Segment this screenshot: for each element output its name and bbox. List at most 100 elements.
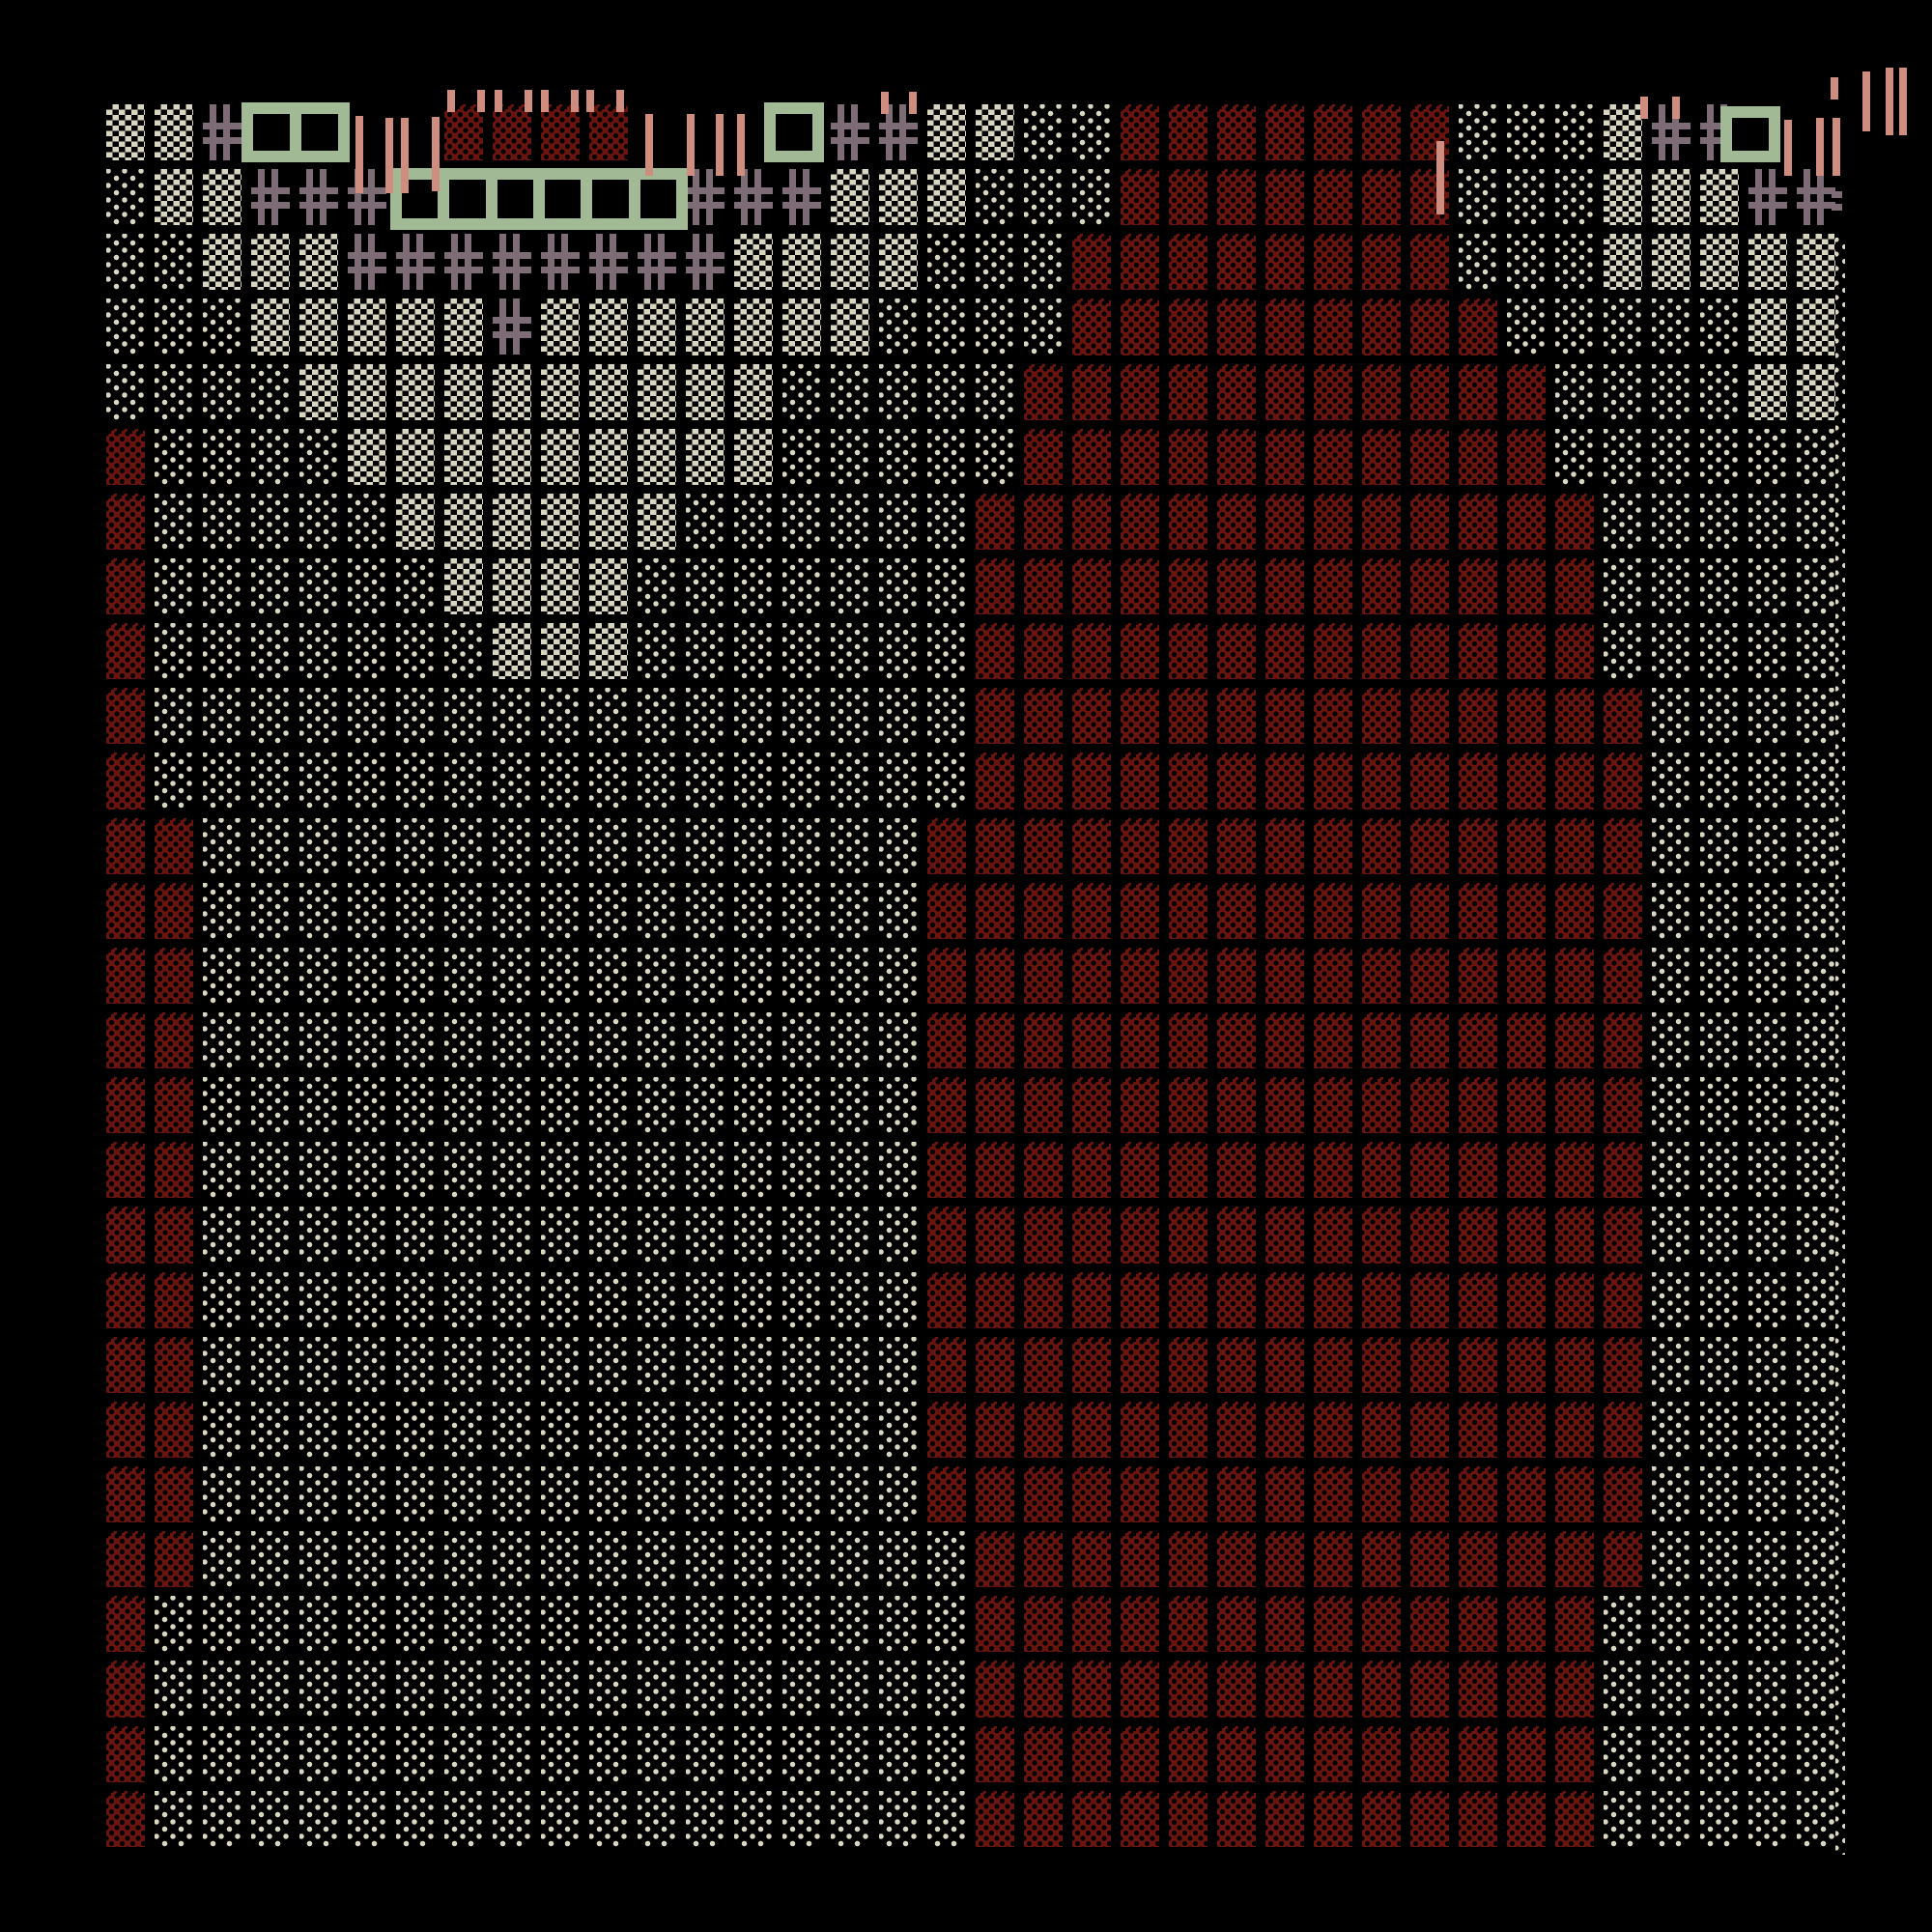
map-tile-ore-vein-wall[interactable] <box>1507 1336 1555 1402</box>
map-tile-wall-sparse-dotted[interactable] <box>106 363 155 429</box>
support-bar[interactable] <box>737 114 745 176</box>
map-tile-fortification-cross[interactable] <box>734 169 782 234</box>
map-tile-ore-vein-wall[interactable] <box>106 1336 155 1402</box>
map-tile-ore-vein-wall[interactable] <box>1459 1011 1507 1077</box>
map-tile-ore-vein-wall[interactable] <box>1604 1465 1652 1531</box>
map-tile-wall-sparse-dotted[interactable] <box>927 1725 976 1791</box>
map-tile-wall-sparse-dotted[interactable] <box>686 1142 734 1207</box>
map-tile-ore-vein-wall[interactable] <box>1314 882 1362 948</box>
map-tile-wall-sparse-dotted[interactable] <box>734 1207 782 1271</box>
map-tile-ore-vein-wall[interactable] <box>1555 1790 1604 1856</box>
map-tile-ore-vein-wall[interactable] <box>1072 1336 1121 1402</box>
map-tile-wall-sparse-dotted[interactable] <box>1748 1401 1797 1466</box>
map-tile-fortification-cross[interactable] <box>444 234 493 298</box>
map-tile-wall-sparse-dotted[interactable] <box>444 1661 493 1725</box>
map-tile-wall-sparse-dotted[interactable] <box>493 1596 541 1661</box>
map-tile-ore-vein-wall[interactable] <box>106 623 155 688</box>
map-tile-wall-sparse-dotted[interactable] <box>1507 169 1555 234</box>
map-tile-wall-sparse-dotted[interactable] <box>541 947 589 1012</box>
map-tile-wall-sparse-dotted[interactable] <box>444 1336 493 1402</box>
map-tile-ore-vein-wall[interactable] <box>1555 1142 1604 1207</box>
map-tile-wall-sparse-dotted[interactable] <box>879 363 927 429</box>
map-tile-wall-sparse-dotted[interactable] <box>155 428 203 494</box>
map-tile-ore-vein-wall[interactable] <box>1024 557 1072 623</box>
map-tile-wall-sparse-dotted[interactable] <box>1604 298 1652 363</box>
map-tile-wall-sparse-dotted[interactable] <box>1555 234 1604 298</box>
map-tile-wall-dense-dotted[interactable] <box>396 298 444 363</box>
map-tile-wall-sparse-dotted[interactable] <box>1748 557 1797 623</box>
map-tile-ore-vein-wall[interactable] <box>1121 1336 1169 1402</box>
map-tile-ore-vein-wall[interactable] <box>1169 1661 1217 1725</box>
map-tile-wall-sparse-dotted[interactable] <box>1024 234 1072 298</box>
map-tile-wall-sparse-dotted[interactable] <box>444 882 493 948</box>
map-tile-fortification-cross[interactable] <box>1797 169 1845 234</box>
map-tile-ore-vein-wall[interactable] <box>1604 947 1652 1012</box>
map-tile-wall-sparse-dotted[interactable] <box>831 557 879 623</box>
door-opening[interactable] <box>497 180 533 218</box>
map-tile-wall-sparse-dotted[interactable] <box>1604 1725 1652 1791</box>
door-opening[interactable] <box>544 180 582 218</box>
map-tile-ore-vein-wall[interactable] <box>1217 1661 1265 1725</box>
map-tile-ore-vein-wall[interactable] <box>1555 882 1604 948</box>
map-tile-wall-sparse-dotted[interactable] <box>782 557 831 623</box>
map-tile-wall-sparse-dotted[interactable] <box>299 947 348 1012</box>
map-tile-wall-sparse-dotted[interactable] <box>299 428 348 494</box>
map-tile-wall-sparse-dotted[interactable] <box>541 1790 589 1856</box>
map-tile-wall-sparse-dotted[interactable] <box>589 1531 638 1596</box>
map-tile-ore-vein-wall[interactable] <box>1314 688 1362 753</box>
map-tile-ore-vein-wall[interactable] <box>1217 753 1265 817</box>
map-tile-ore-vein-wall[interactable] <box>1024 1531 1072 1596</box>
map-tile-wall-dense-dotted[interactable] <box>638 298 686 363</box>
map-tile-ore-vein-wall[interactable] <box>1121 1790 1169 1856</box>
map-tile-fortification-cross[interactable] <box>299 169 348 234</box>
map-tile-wall-sparse-dotted[interactable] <box>1459 104 1507 169</box>
map-tile-wall-sparse-dotted[interactable] <box>831 882 879 948</box>
map-tile-ore-vein-wall[interactable] <box>1604 1336 1652 1402</box>
map-tile-ore-vein-wall[interactable] <box>1555 1271 1604 1337</box>
map-tile-ore-vein-wall[interactable] <box>1410 493 1459 558</box>
map-tile-ore-vein-wall[interactable] <box>1169 1790 1217 1856</box>
map-tile-wall-sparse-dotted[interactable] <box>1700 1077 1748 1142</box>
map-tile-wall-sparse-dotted[interactable] <box>493 1011 541 1077</box>
map-tile-wall-sparse-dotted[interactable] <box>396 1011 444 1077</box>
map-tile-wall-sparse-dotted[interactable] <box>493 1142 541 1207</box>
map-tile-wall-sparse-dotted[interactable] <box>589 947 638 1012</box>
map-tile-ore-vein-wall[interactable] <box>1024 817 1072 883</box>
map-tile-ore-vein-wall[interactable] <box>1217 1790 1265 1856</box>
map-tile-wall-sparse-dotted[interactable] <box>1700 882 1748 948</box>
map-tile-wall-sparse-dotted[interactable] <box>927 688 976 753</box>
map-tile-ore-vein-wall[interactable] <box>1265 817 1314 883</box>
map-tile-ore-vein-wall[interactable] <box>976 1531 1024 1596</box>
map-tile-ore-vein-wall[interactable] <box>1024 428 1072 494</box>
map-tile-wall-sparse-dotted[interactable] <box>831 623 879 688</box>
map-tile-ore-vein-wall[interactable] <box>1507 882 1555 948</box>
map-tile-ore-vein-wall[interactable] <box>1169 428 1217 494</box>
door-opening[interactable] <box>639 180 676 218</box>
map-tile-wall-sparse-dotted[interactable] <box>299 1011 348 1077</box>
map-tile-ore-vein-wall[interactable] <box>1121 882 1169 948</box>
map-tile-ore-vein-wall[interactable] <box>1555 1465 1604 1531</box>
map-tile-ore-vein-wall[interactable] <box>976 1077 1024 1142</box>
map-tile-wall-sparse-dotted[interactable] <box>444 1077 493 1142</box>
map-tile-wall-sparse-dotted[interactable] <box>251 623 299 688</box>
map-tile-ore-vein-wall[interactable] <box>976 882 1024 948</box>
map-tile-ore-vein-wall[interactable] <box>1169 882 1217 948</box>
map-tile-wall-sparse-dotted[interactable] <box>541 1207 589 1271</box>
map-tile-ore-vein-wall[interactable] <box>1169 1725 1217 1791</box>
map-tile-ore-vein-wall[interactable] <box>1121 1465 1169 1531</box>
map-tile-wall-sparse-dotted[interactable] <box>638 1271 686 1337</box>
map-tile-wall-sparse-dotted[interactable] <box>1652 1596 1700 1661</box>
map-tile-wall-dense-dotted[interactable] <box>444 493 493 558</box>
map-tile-ore-vein-wall[interactable] <box>1217 169 1265 234</box>
map-tile-ore-vein-wall[interactable] <box>1217 1401 1265 1466</box>
map-tile-fortification-cross[interactable] <box>251 169 299 234</box>
map-tile-ore-vein-wall[interactable] <box>1217 298 1265 363</box>
map-tile-ore-vein-wall[interactable] <box>1410 1207 1459 1271</box>
map-tile-wall-sparse-dotted[interactable] <box>541 1661 589 1725</box>
map-tile-wall-sparse-dotted[interactable] <box>444 1725 493 1791</box>
map-tile-ore-vein-wall[interactable] <box>1024 947 1072 1012</box>
map-tile-ore-vein-wall[interactable] <box>1265 1725 1314 1791</box>
map-tile-ore-vein-wall[interactable] <box>1410 298 1459 363</box>
map-tile-wall-dense-dotted[interactable] <box>155 169 203 234</box>
map-tile-ore-vein-wall[interactable] <box>1555 623 1604 688</box>
